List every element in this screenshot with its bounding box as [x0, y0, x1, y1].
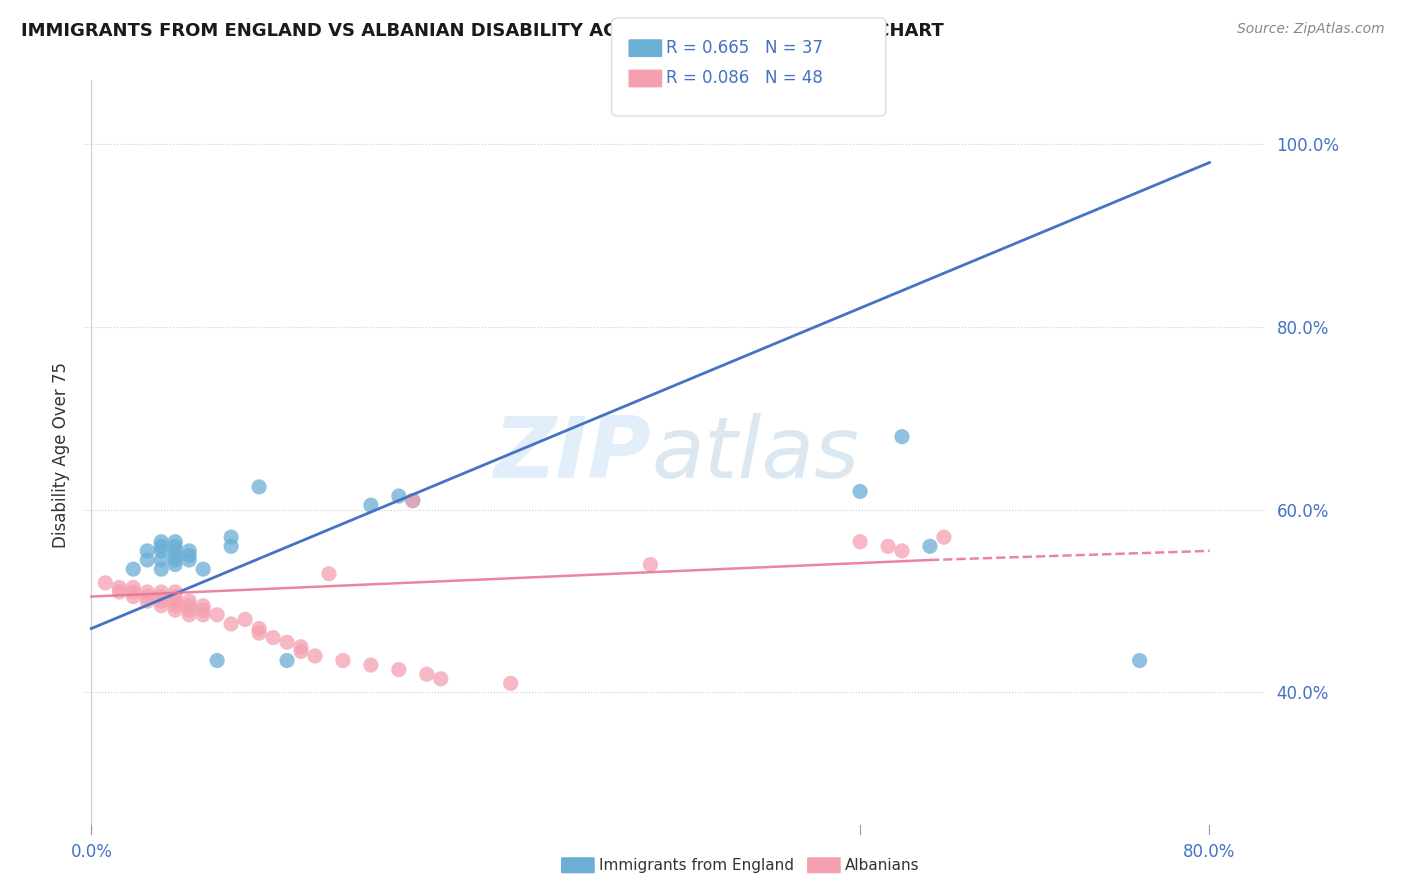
Point	[122, 562, 145, 576]
Y-axis label: Disability Age Over 75: Disability Age Over 75	[52, 362, 70, 548]
Point	[179, 544, 201, 558]
Point	[332, 653, 354, 667]
Point	[360, 498, 382, 512]
Point	[276, 653, 298, 667]
Point	[165, 599, 187, 613]
Point	[191, 603, 214, 617]
Point	[108, 585, 131, 599]
Point	[165, 544, 187, 558]
Text: Source: ZipAtlas.com: Source: ZipAtlas.com	[1237, 22, 1385, 37]
Text: R = 0.086   N = 48: R = 0.086 N = 48	[666, 70, 824, 87]
Point	[388, 663, 411, 677]
Point	[150, 553, 173, 567]
Point	[891, 430, 914, 444]
Point	[402, 493, 425, 508]
Point	[136, 594, 159, 608]
Point	[247, 622, 270, 636]
Point	[877, 539, 900, 553]
Point	[1129, 653, 1152, 667]
Text: ZIP: ZIP	[494, 413, 651, 497]
Point	[179, 607, 201, 622]
Point	[191, 562, 214, 576]
Point	[219, 617, 242, 632]
Point	[247, 480, 270, 494]
Point	[388, 489, 411, 503]
Point	[150, 585, 173, 599]
Point	[891, 544, 914, 558]
Text: 0.0%: 0.0%	[70, 843, 112, 862]
Point	[150, 594, 173, 608]
Point	[290, 640, 312, 654]
Point	[165, 590, 187, 604]
Point	[150, 539, 173, 553]
Point	[94, 575, 117, 590]
Point	[122, 581, 145, 595]
Point	[150, 590, 173, 604]
Point	[205, 653, 228, 667]
Point	[108, 581, 131, 595]
Point	[136, 590, 159, 604]
Point	[276, 635, 298, 649]
Point	[416, 667, 439, 681]
Point	[247, 626, 270, 640]
Point	[179, 553, 201, 567]
Point	[318, 566, 340, 581]
Point	[165, 603, 187, 617]
Point	[122, 585, 145, 599]
Point	[849, 484, 872, 499]
Point	[122, 590, 145, 604]
Text: atlas: atlas	[651, 413, 859, 497]
Point	[165, 594, 187, 608]
Point	[219, 530, 242, 544]
Point	[219, 539, 242, 553]
Point	[165, 534, 187, 549]
Point	[429, 672, 451, 686]
Point	[165, 553, 187, 567]
Point	[179, 599, 201, 613]
Point	[150, 599, 173, 613]
Point	[290, 644, 312, 658]
Point	[849, 534, 872, 549]
Point	[136, 585, 159, 599]
Point	[918, 539, 941, 553]
Point	[205, 607, 228, 622]
Text: R = 0.665   N = 37: R = 0.665 N = 37	[666, 39, 824, 57]
Point	[402, 493, 425, 508]
Point	[165, 539, 187, 553]
Point	[262, 631, 284, 645]
Point	[304, 648, 326, 663]
Text: IMMIGRANTS FROM ENGLAND VS ALBANIAN DISABILITY AGE OVER 75 CORRELATION CHART: IMMIGRANTS FROM ENGLAND VS ALBANIAN DISA…	[21, 22, 943, 40]
Point	[640, 558, 662, 572]
Point	[191, 607, 214, 622]
Point	[179, 594, 201, 608]
Point	[233, 612, 256, 626]
Point	[499, 676, 522, 690]
Point	[150, 534, 173, 549]
Text: Immigrants from England: Immigrants from England	[599, 858, 794, 872]
Point	[191, 599, 214, 613]
Point	[932, 530, 955, 544]
Point	[179, 549, 201, 563]
Text: 80.0%: 80.0%	[1184, 843, 1236, 862]
Point	[165, 558, 187, 572]
Point	[360, 658, 382, 673]
Point	[150, 562, 173, 576]
Point	[136, 544, 159, 558]
Point	[165, 549, 187, 563]
Point	[150, 544, 173, 558]
Text: Albanians: Albanians	[845, 858, 920, 872]
Point	[165, 585, 187, 599]
Point	[179, 603, 201, 617]
Point	[136, 553, 159, 567]
